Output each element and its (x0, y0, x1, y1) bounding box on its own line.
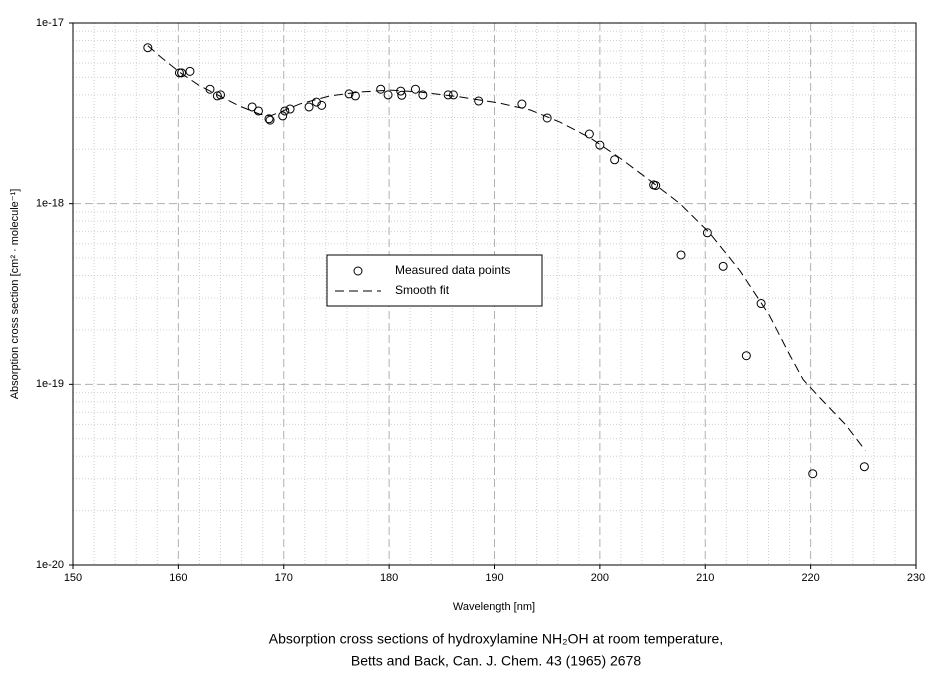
caption: Betts and Back, Can. J. Chem. 43 (1965) … (351, 653, 641, 669)
data-point (280, 106, 290, 116)
data-point (247, 102, 257, 112)
data-point (410, 84, 420, 94)
data-point (651, 181, 661, 191)
data-point (143, 43, 153, 53)
data-point (376, 84, 386, 94)
data-point (285, 104, 295, 114)
y-axis-label: Absorption cross section [cm² · molecule… (9, 189, 21, 400)
legend-label: Measured data points (395, 263, 510, 277)
x-tick-label: 200 (591, 572, 609, 584)
y-tick-label: 1e-20 (36, 559, 64, 571)
x-tick-label: 180 (380, 572, 398, 584)
fit-line (147, 45, 866, 451)
data-point (584, 129, 594, 139)
data-point (595, 140, 605, 150)
data-point (311, 97, 321, 107)
data-point (174, 68, 184, 78)
data-point (808, 469, 818, 479)
caption: Absorption cross sections of hydroxylami… (269, 631, 723, 647)
y-tick-label: 1e-19 (36, 378, 64, 390)
data-point (741, 351, 751, 361)
data-point (264, 114, 274, 124)
data-point (756, 299, 766, 309)
data-point (278, 111, 288, 121)
legend-label: Smooth fit (395, 283, 450, 297)
data-point (253, 106, 263, 116)
data-point (383, 90, 393, 100)
data-point (859, 462, 869, 472)
data-point (474, 96, 484, 106)
x-tick-label: 190 (485, 572, 503, 584)
data-point (448, 90, 458, 100)
data-point (418, 90, 428, 100)
x-tick-label: 230 (907, 572, 925, 584)
data-point (718, 261, 728, 271)
data-point (702, 228, 712, 238)
x-tick-label: 220 (801, 572, 819, 584)
data-point (185, 66, 195, 76)
data-point (344, 89, 354, 99)
data-point (397, 90, 407, 100)
x-axis-label: Wavelength [nm] (453, 601, 535, 613)
data-point (443, 90, 453, 100)
data-point (317, 100, 327, 110)
data-point (610, 155, 620, 165)
x-tick-label: 150 (64, 572, 82, 584)
x-tick-label: 210 (696, 572, 714, 584)
plot-frame (72, 22, 917, 566)
data-point (350, 91, 360, 101)
x-tick-label: 160 (169, 572, 187, 584)
legend-box (326, 254, 543, 307)
data-point (542, 113, 552, 123)
x-tick-label: 170 (275, 572, 293, 584)
data-point (304, 102, 314, 112)
data-point (177, 68, 187, 78)
data-point (676, 250, 686, 260)
y-tick-label: 1e-18 (36, 198, 64, 210)
legend-marker (353, 266, 363, 276)
y-tick-label: 1e-17 (36, 17, 64, 29)
